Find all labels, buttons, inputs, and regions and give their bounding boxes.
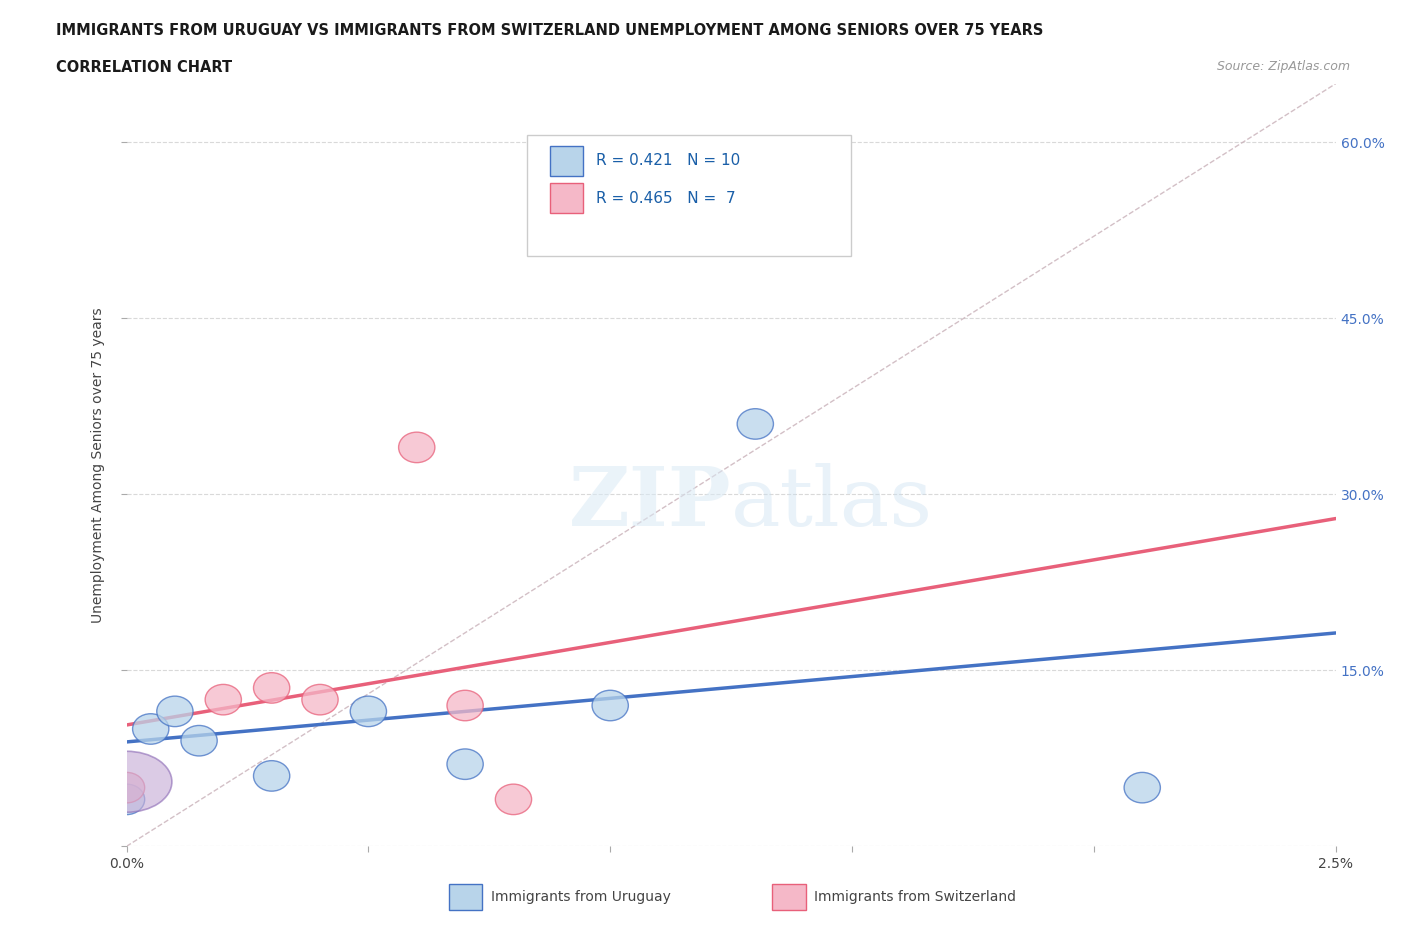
Text: R = 0.465   N =  7: R = 0.465 N = 7: [596, 191, 735, 206]
Ellipse shape: [737, 408, 773, 439]
Text: ZIP: ZIP: [568, 463, 731, 543]
Ellipse shape: [495, 784, 531, 815]
Ellipse shape: [447, 690, 484, 721]
Ellipse shape: [592, 690, 628, 721]
Text: R = 0.421   N = 10: R = 0.421 N = 10: [596, 153, 741, 168]
Ellipse shape: [398, 432, 434, 462]
Text: Source: ZipAtlas.com: Source: ZipAtlas.com: [1216, 60, 1350, 73]
Text: Immigrants from Uruguay: Immigrants from Uruguay: [491, 890, 671, 905]
Ellipse shape: [82, 751, 172, 812]
Ellipse shape: [108, 784, 145, 815]
Ellipse shape: [1123, 773, 1160, 803]
Ellipse shape: [157, 697, 193, 726]
Text: atlas: atlas: [731, 463, 934, 543]
Ellipse shape: [447, 749, 484, 779]
Ellipse shape: [205, 684, 242, 715]
Ellipse shape: [181, 725, 217, 756]
Ellipse shape: [132, 713, 169, 744]
Text: IMMIGRANTS FROM URUGUAY VS IMMIGRANTS FROM SWITZERLAND UNEMPLOYMENT AMONG SENIOR: IMMIGRANTS FROM URUGUAY VS IMMIGRANTS FR…: [56, 23, 1043, 38]
Text: Immigrants from Switzerland: Immigrants from Switzerland: [814, 890, 1017, 905]
Y-axis label: Unemployment Among Seniors over 75 years: Unemployment Among Seniors over 75 years: [91, 307, 105, 623]
Ellipse shape: [108, 773, 145, 803]
Ellipse shape: [302, 684, 339, 715]
Ellipse shape: [350, 697, 387, 726]
Ellipse shape: [253, 672, 290, 703]
Ellipse shape: [253, 761, 290, 791]
Text: CORRELATION CHART: CORRELATION CHART: [56, 60, 232, 75]
